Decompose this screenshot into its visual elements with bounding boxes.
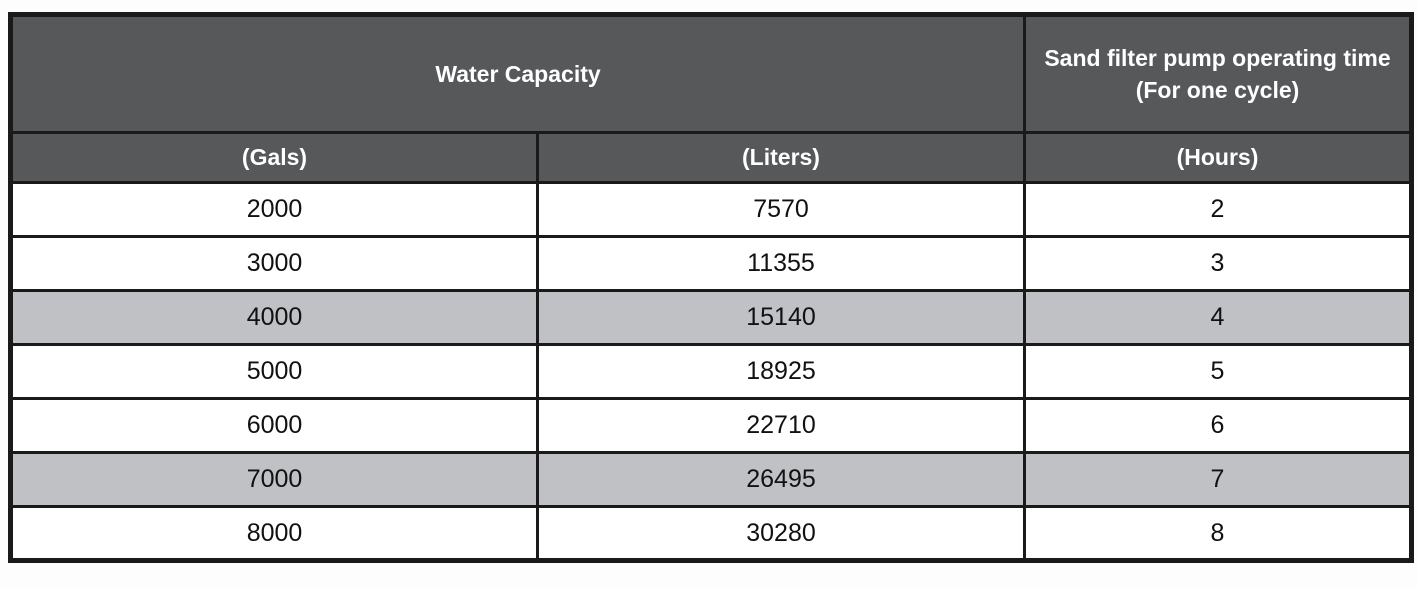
gals-cell: 8000: [9, 505, 539, 562]
liters-cell: 7570: [536, 181, 1026, 238]
liters-column-header: (Liters): [536, 131, 1026, 184]
water-capacity-pump-time-table: Water Capacity Sand filter pump operatin…: [8, 12, 1414, 563]
table-row: 2000 7570 2: [9, 181, 1413, 238]
water-capacity-header: Water Capacity: [9, 13, 1026, 134]
hours-cell: 3: [1023, 235, 1413, 292]
hours-cell: 4: [1023, 289, 1413, 346]
table-header-row-units: (Gals) (Liters) (Hours): [9, 131, 1413, 184]
table-row: 8000 30280 8: [9, 505, 1413, 562]
table-row: 6000 22710 6: [9, 397, 1413, 454]
gals-cell: 4000: [9, 289, 539, 346]
gals-cell: 3000: [9, 235, 539, 292]
hours-cell: 7: [1023, 451, 1413, 508]
table-header-row-main: Water Capacity Sand filter pump operatin…: [9, 13, 1413, 134]
hours-cell: 8: [1023, 505, 1413, 562]
gals-cell: 2000: [9, 181, 539, 238]
gals-cell: 6000: [9, 397, 539, 454]
gals-cell: 5000: [9, 343, 539, 400]
pump-operating-time-header-text: Sand filter pump operating time (For one…: [1044, 44, 1391, 103]
liters-cell: 15140: [536, 289, 1026, 346]
table-row: 7000 26495 7: [9, 451, 1413, 508]
pump-operating-time-header: Sand filter pump operating time (For one…: [1023, 13, 1413, 134]
table-row: 3000 11355 3: [9, 235, 1413, 292]
table-row: 5000 18925 5: [9, 343, 1413, 400]
liters-cell: 30280: [536, 505, 1026, 562]
table-row: 4000 15140 4: [9, 289, 1413, 346]
gals-cell: 7000: [9, 451, 539, 508]
hours-cell: 6: [1023, 397, 1413, 454]
hours-column-header: (Hours): [1023, 131, 1413, 184]
liters-cell: 26495: [536, 451, 1026, 508]
hours-cell: 2: [1023, 181, 1413, 238]
liters-cell: 18925: [536, 343, 1026, 400]
hours-cell: 5: [1023, 343, 1413, 400]
gals-column-header: (Gals): [9, 131, 539, 184]
liters-cell: 11355: [536, 235, 1026, 292]
liters-cell: 22710: [536, 397, 1026, 454]
